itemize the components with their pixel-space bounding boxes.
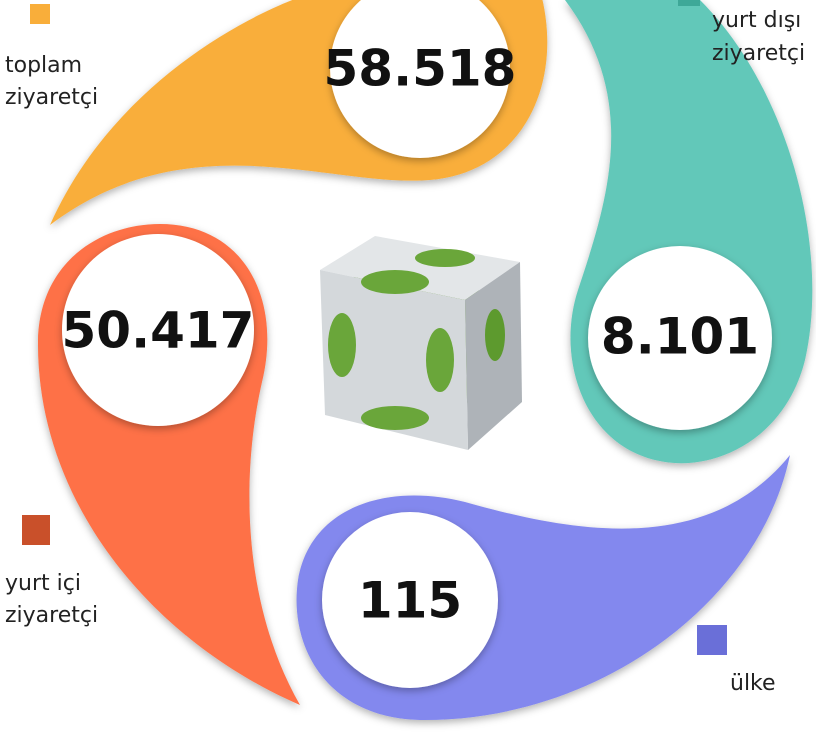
- value: 115: [358, 572, 462, 630]
- legend-swatch: [678, 0, 700, 6]
- label: yurt dışı: [712, 8, 801, 33]
- legend-swatch: [30, 4, 50, 24]
- legend-swatch: [22, 515, 50, 545]
- value: 50.417: [62, 302, 255, 360]
- label: ziyaretçi: [712, 41, 805, 66]
- value: 8.101: [601, 308, 759, 366]
- cube-globe-icon: [320, 236, 522, 450]
- infographic: 58.518 8.101 115 50.417 toplam ziyaretçi…: [0, 0, 816, 733]
- label: ziyaretçi: [5, 603, 98, 628]
- label: toplam: [5, 53, 82, 78]
- label: ziyaretçi: [5, 85, 98, 110]
- label: ülke: [730, 671, 776, 696]
- value: 58.518: [324, 40, 517, 98]
- legend-swatch: [697, 625, 727, 655]
- label: yurt içi: [5, 571, 81, 596]
